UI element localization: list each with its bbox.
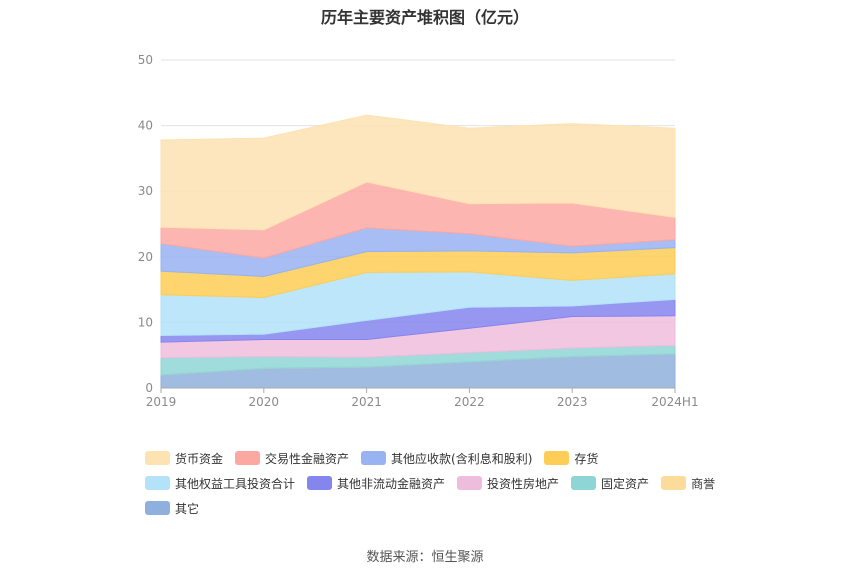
legend-item[interactable]: 其它 [145,500,199,516]
x-tick-label: 2019 [146,395,177,409]
legend-label: 存货 [574,451,599,466]
legend-swatch [661,476,687,490]
legend-item[interactable]: 货币资金 [145,450,223,466]
x-tick-label: 2024H1 [651,395,698,409]
legend-label: 投资性房地产 [487,476,560,491]
chart-title: 历年主要资产堆积图（亿元） [320,8,529,27]
legend-swatch [571,476,597,490]
x-tick-label: 2023 [557,395,588,409]
series-area-9 [160,114,676,231]
plot-area: 0 10 20 30 40 50 2019 2020 2021 2022 2023 2024H1 [138,53,699,409]
legend-item[interactable]: 交易性金融资产 [235,450,349,466]
legend-item[interactable]: 其他权益工具投资合计 [145,475,295,491]
legend-item[interactable]: 固定资产 [571,475,649,491]
y-tick-label: 20 [138,250,153,264]
legend-label: 其他权益工具投资合计 [175,476,296,491]
legend-label: 其他非流动金融资产 [337,476,446,491]
legend-item[interactable]: 存货 [544,450,598,466]
legend-item[interactable]: 投资性房地产 [457,475,559,491]
legend-swatch [544,451,570,465]
x-tick-label: 2021 [351,395,382,409]
legend-label: 商誉 [691,476,716,491]
y-tick-label: 50 [138,53,153,67]
y-tick-label: 40 [138,119,153,133]
legend-label: 固定资产 [601,476,650,491]
legend-item[interactable]: 商誉 [661,475,715,491]
legend-swatch [361,451,387,465]
legend-label: 其他应收款(含利息和股利) [391,451,533,466]
y-tick-label: 0 [145,381,153,395]
legend-item[interactable]: 其他应收款(含利息和股利) [361,450,532,466]
legend-label: 交易性金融资产 [265,451,350,466]
legend-item[interactable]: 其他非流动金融资产 [307,475,445,491]
x-tick-label: 2020 [249,395,280,409]
legend-swatch [307,476,333,490]
y-tick-label: 10 [138,315,153,329]
legend: 货币资金 交易性金融资产 其他应收款(含利息和股利) 存货其他权益工具投资合计 其他非流… [145,450,745,525]
legend-swatch [145,476,170,490]
legend-swatch [145,451,170,465]
legend-label: 货币资金 [175,451,224,466]
legend-swatch [145,501,170,515]
x-tick-label: 2022 [454,395,485,409]
y-tick-label: 30 [138,184,153,198]
legend-swatch [457,476,483,490]
source-note: 数据来源：恒生聚源 [366,550,484,565]
legend-swatch [235,451,261,465]
legend-label: 其它 [175,501,200,516]
